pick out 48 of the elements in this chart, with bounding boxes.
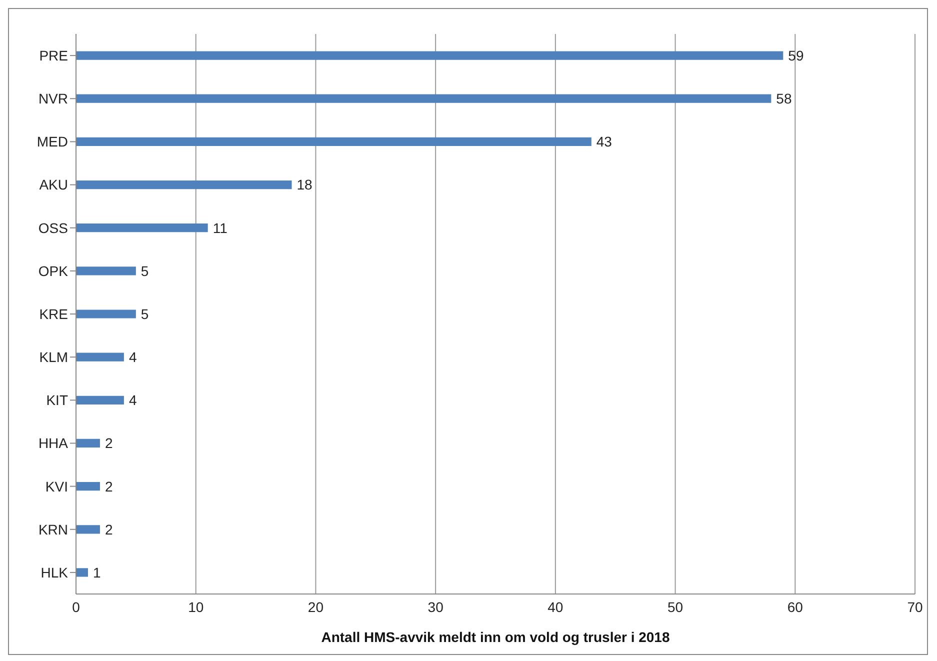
x-tick-label: 60 bbox=[787, 598, 804, 615]
data-label: 2 bbox=[104, 478, 113, 494]
data-label: 11 bbox=[212, 220, 228, 236]
data-label: 2 bbox=[104, 521, 113, 538]
bar bbox=[76, 568, 88, 577]
data-label: 4 bbox=[128, 349, 137, 366]
y-tick-label: HHA bbox=[38, 435, 69, 452]
y-tick-label: HLK bbox=[40, 564, 69, 580]
data-label: 5 bbox=[140, 262, 149, 279]
bar bbox=[76, 137, 592, 146]
y-tick-label: OPK bbox=[38, 262, 69, 279]
y-tick-label: KIT bbox=[46, 392, 68, 408]
data-label: 1 bbox=[92, 564, 101, 580]
bar bbox=[76, 51, 784, 60]
data-label: 58 bbox=[776, 90, 792, 107]
y-tick-label: KVI bbox=[45, 478, 68, 494]
data-label: 59 bbox=[788, 48, 804, 64]
x-tick-label: 10 bbox=[188, 598, 204, 615]
data-label: 2 bbox=[104, 435, 113, 452]
data-label: 5 bbox=[140, 306, 149, 322]
x-tick-label: 70 bbox=[907, 598, 923, 615]
y-tick-label: KRE bbox=[39, 306, 68, 322]
bar bbox=[76, 310, 136, 318]
bar bbox=[76, 525, 100, 534]
data-label: 18 bbox=[296, 176, 313, 193]
bar bbox=[76, 224, 208, 232]
y-tick-label: NVR bbox=[38, 90, 68, 107]
bar bbox=[76, 266, 136, 276]
y-tick-label: MED bbox=[36, 134, 68, 150]
x-axis-title: Antall HMS-avvik meldt inn om vold og trusler i 2018 bbox=[321, 629, 670, 645]
data-label: 43 bbox=[596, 134, 612, 150]
data-label: 4 bbox=[128, 392, 137, 408]
bar bbox=[76, 180, 292, 190]
bar bbox=[76, 94, 772, 103]
x-tick-label: 40 bbox=[548, 598, 564, 615]
bar bbox=[76, 482, 100, 491]
bar bbox=[76, 352, 124, 362]
y-tick-label: KRN bbox=[38, 521, 68, 538]
bar bbox=[76, 438, 100, 448]
y-tick-label: PRE bbox=[39, 48, 68, 64]
y-tick-label: KLM bbox=[39, 349, 68, 366]
x-tick-label: 30 bbox=[428, 598, 444, 615]
x-tick-label: 20 bbox=[308, 598, 324, 615]
x-tick-label: 50 bbox=[667, 598, 684, 615]
x-tick-label: 0 bbox=[72, 598, 80, 615]
y-tick-label: AKU bbox=[39, 176, 68, 193]
bar bbox=[76, 396, 124, 404]
y-tick-label: OSS bbox=[38, 220, 68, 236]
